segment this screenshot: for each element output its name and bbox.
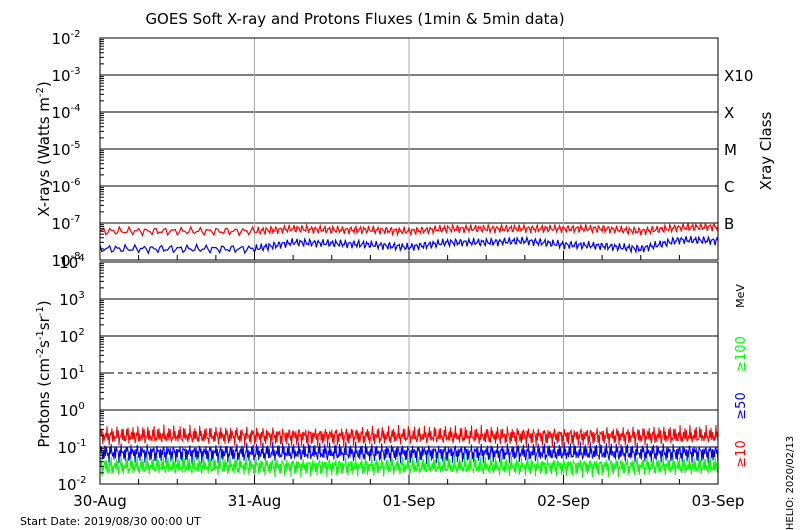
xray-class-label: X [724,104,734,122]
xray-tick-label: 10-7 [51,214,80,233]
xray-class-label: B [724,215,734,233]
legend-entry: ≥100 [734,336,749,372]
legend-entry: ≥10 [734,440,749,467]
xray-class-label: C [724,178,734,196]
protons-series-line [99,441,719,465]
start-date-label: Start Date: 2019/08/30 00:00 UT [20,515,201,528]
protons-tick-label: 104 [59,253,84,272]
xray-tick-label: 10-6 [51,177,80,196]
protons-tick-label: 101 [59,364,84,383]
xray-tick-label: 10-5 [51,140,80,159]
protons-tick-label: 10-1 [57,438,86,457]
protons-panel: 10-2 10-1 100 101 102 103 104 Protons (cm-2s-1… [35,253,749,494]
protons-y-ticks: 10-2 10-1 100 101 102 103 104 [57,253,109,494]
xray-series-line [99,234,719,255]
xray-tick-label: 10-2 [51,29,80,48]
xray-class-label: M [724,141,737,159]
xray-tick-label: 10-8 [51,251,80,270]
xray-y-ticks: 10-8 10-7 10-6 10-5 10-4 10-3 10-2 [51,29,109,270]
x-tick-label: 01-Sep [383,492,436,510]
xray-class-label: X10 [724,67,753,85]
xray-panel: 10-8 10-7 10-6 10-5 10-4 10-3 10-2 X-rays (Wat… [35,29,775,270]
legend-entry: ≥50 [734,392,749,419]
protons-y-axis-label: Protons (cm-2s-1sr-1) [35,300,53,447]
protons-tick-label: 10-2 [57,475,86,494]
protons-tick-label: 102 [59,327,84,346]
chart-title: GOES Soft X-ray and Protons Fluxes (1min… [145,10,564,28]
x-tick-label: 30-Aug [73,492,126,510]
xray-tick-label: 10-3 [51,66,80,85]
x-tick-label: 03-Sep [692,492,745,510]
x-axis-ticks: 30-Aug 31-Aug 01-Sep 02-Sep 03-Sep [73,251,744,510]
credit-label: HELIO: 2020/02/13 [785,436,796,530]
xray-class-labels: B C M X X10 [724,67,753,233]
protons-gridlines [100,262,718,484]
xray-class-axis-label: Xray Class [757,111,775,190]
x-tick-label: 02-Sep [537,492,590,510]
xray-tick-label: 10-4 [51,103,80,122]
xray-series [99,221,719,255]
xray-y-axis-label: X-rays (Watts m-2) [35,81,53,216]
energy-unit-label: MeV [734,284,747,308]
xray-series-line [99,221,719,237]
protons-series-line [99,455,719,478]
protons-series-line [99,424,719,448]
protons-tick-label: 103 [59,290,84,309]
x-tick-label: 31-Aug [228,492,281,510]
protons-legend: ≥100 ≥50 ≥10 [734,336,749,468]
xray-gridlines [100,38,718,260]
protons-series [99,424,719,478]
protons-tick-label: 100 [59,401,84,420]
